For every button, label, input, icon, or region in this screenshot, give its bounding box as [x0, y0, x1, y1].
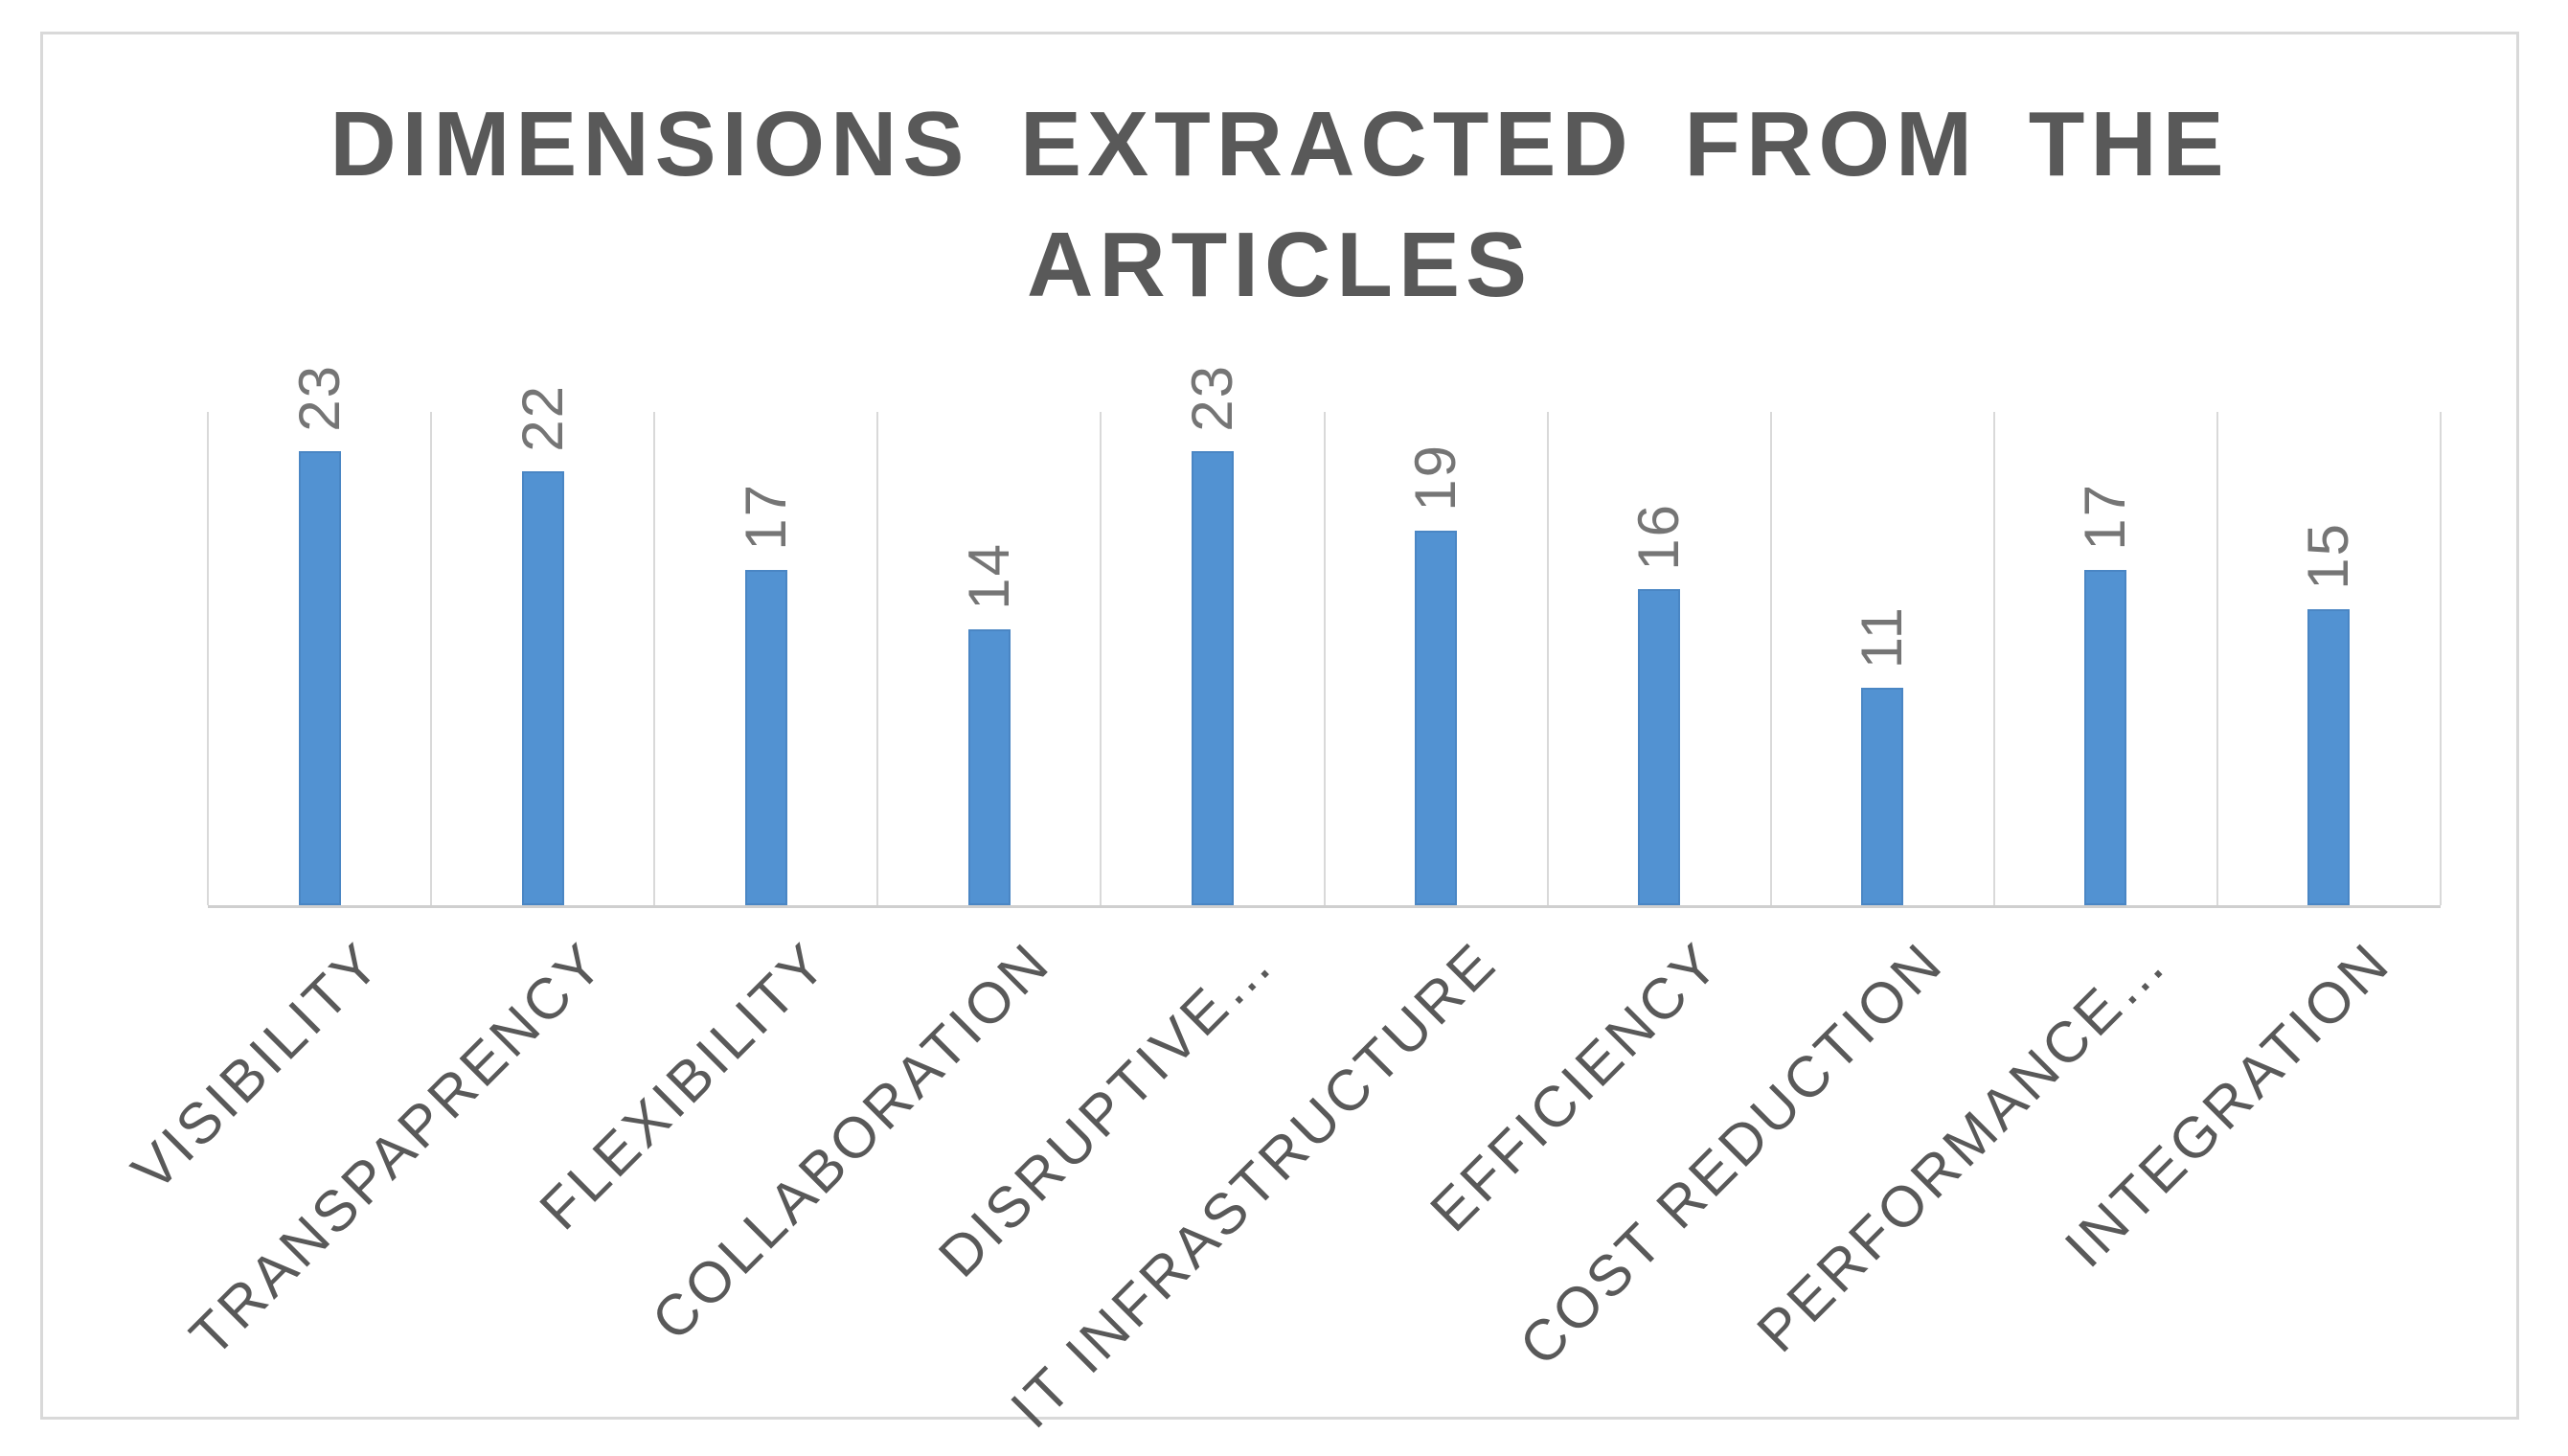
gridline	[1769, 412, 1772, 905]
chart-area: DIMENSIONS EXTRACTED FROM THE ARTICLES 2…	[40, 32, 2519, 1440]
data-label: 22	[510, 384, 575, 452]
data-label: 23	[1180, 364, 1244, 433]
plot-area: 23 VISIBILITY 22 TRANSPAPRENCY 17 FLEXIBILITY…	[120, 364, 2442, 1440]
data-label: 14	[956, 541, 1021, 610]
data-label: 17	[733, 483, 798, 551]
data-label: 11	[1850, 605, 1915, 670]
chart-title: DIMENSIONS EXTRACTED FROM THE ARTICLES	[330, 93, 2230, 316]
bar-disruptive	[1192, 451, 1234, 905]
gridline	[2440, 412, 2442, 905]
category-label: TRANSPAPRENCY	[177, 929, 617, 1369]
data-label: 17	[2073, 483, 2138, 551]
category-label: PERFORMANCE…	[1744, 929, 2179, 1365]
gridline	[1546, 412, 1549, 905]
gridline	[1323, 412, 1326, 905]
gridline	[430, 412, 433, 905]
category-label: COLLABORATION	[639, 929, 1063, 1354]
bar-collaboration	[967, 628, 1011, 905]
bar-transpaprency	[521, 470, 564, 905]
gridline	[653, 412, 656, 905]
bar-integration	[2307, 609, 2351, 905]
bar-efficiency	[1638, 589, 1681, 905]
gridline	[207, 412, 209, 905]
data-label: 16	[1626, 502, 1692, 571]
category-label: COST REDUCTION	[1507, 929, 1956, 1378]
bar-it-infrastructure	[1415, 530, 1457, 905]
bar-cost-reduction	[1861, 688, 1904, 905]
bar-flexibility	[744, 569, 787, 905]
gridline	[1992, 412, 1995, 905]
bar-visibility	[298, 451, 341, 905]
gridline	[1100, 412, 1102, 905]
gridline	[2216, 412, 2218, 905]
data-label: 19	[1403, 443, 1467, 512]
data-label: 23	[286, 364, 352, 433]
gridline	[876, 412, 879, 905]
bar-performance	[2084, 569, 2127, 905]
data-label: 15	[2296, 522, 2361, 590]
